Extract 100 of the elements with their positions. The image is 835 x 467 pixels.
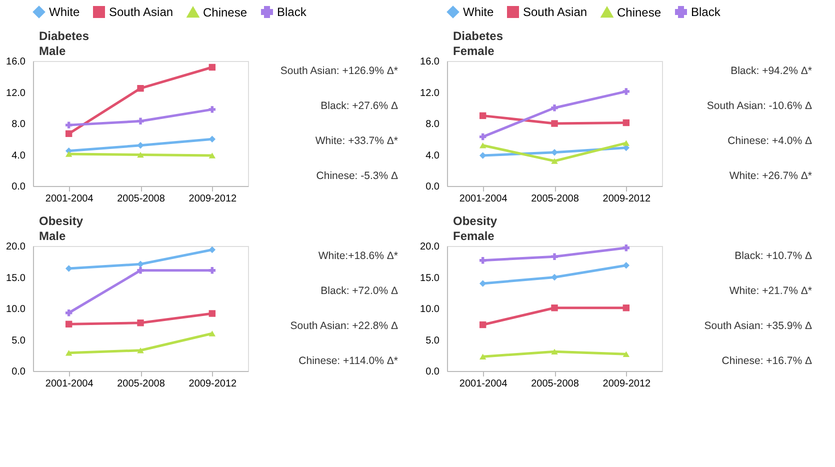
chart-subtitle: Male (39, 229, 66, 243)
chart-title: Diabetes (453, 29, 504, 43)
text: Chinese: +114.0% Δ* (298, 355, 398, 367)
text: Black: +94.2% Δ* (730, 65, 812, 77)
y-tick-label: 8.0 (426, 119, 440, 130)
text: South Asian: -10.6% Δ (706, 100, 812, 112)
x-tick-label: 2005-2008 (531, 194, 580, 204)
point (65, 122, 72, 128)
y-tick-label: 15.0 (6, 272, 26, 284)
point (551, 104, 558, 112)
x-tick-label: 2009-2012 (188, 194, 238, 204)
chart-title: Diabetes (39, 29, 90, 43)
point (65, 350, 72, 356)
y-tick-label: 8.0 (12, 119, 26, 130)
x-tick-label: 2005-2008 (117, 194, 166, 204)
legend-label: White (49, 5, 80, 19)
y-tick-label: 20.0 (6, 242, 26, 252)
legend-label: South Asian (109, 5, 174, 19)
point (65, 151, 72, 157)
point (551, 158, 558, 164)
point (622, 140, 630, 146)
text: White: +33.7% Δ* (315, 135, 398, 147)
point (137, 118, 144, 125)
point (479, 257, 486, 264)
y-tick-label: 10.0 (420, 304, 440, 315)
y-tick-label: 0.0 (426, 182, 440, 192)
chart-title: Obesity (453, 214, 498, 228)
point (137, 260, 144, 268)
point (622, 119, 630, 126)
x-tick-label: 2001-2004 (459, 378, 508, 390)
point (479, 152, 486, 159)
y-tick-label: 15.0 (420, 272, 440, 284)
point (137, 84, 144, 92)
x-tick-label: 2009-2012 (188, 378, 238, 390)
text: White: +21.7% Δ* (729, 285, 812, 297)
point (479, 354, 486, 360)
point (479, 280, 486, 287)
point (137, 320, 144, 326)
text: White:+18.6% Δ* (318, 250, 398, 262)
text: Black: +10.7% Δ (734, 250, 812, 262)
x-tick-label: 2005-2008 (531, 378, 580, 390)
point (622, 351, 630, 358)
x-tick-label: 2009-2012 (602, 194, 652, 204)
point (65, 310, 72, 316)
point (137, 347, 144, 354)
text: Black: +27.6% Δ (320, 100, 398, 112)
y-tick-label: 16.0 (6, 56, 26, 68)
x-tick-label: 2009-2012 (602, 378, 652, 390)
y-tick-label: 16.0 (420, 56, 440, 68)
y-tick-label: 0.0 (12, 182, 26, 192)
point (137, 267, 144, 274)
text: Black: +72.0% Δ (320, 285, 398, 297)
point (622, 262, 630, 269)
point (208, 267, 216, 274)
legend-label: Chinese (617, 5, 662, 20)
point (479, 321, 486, 328)
y-tick-label: 5.0 (12, 335, 26, 346)
point (479, 133, 486, 140)
chart-subtitle: Female (453, 44, 495, 58)
text: Chinese: +4.0% Δ (728, 135, 812, 147)
x-tick-label: 2001-2004 (45, 194, 94, 204)
y-tick-label: 4.0 (426, 150, 440, 162)
chart-subtitle: Male (39, 44, 66, 58)
y-tick-label: 12.0 (6, 88, 26, 99)
point (65, 265, 72, 272)
point (551, 348, 558, 355)
point (208, 136, 216, 142)
text: Chinese: +16.7% Δ (722, 355, 812, 367)
legend-label: South Asian (523, 5, 588, 19)
y-tick-label: 0.0 (426, 366, 440, 378)
point (551, 120, 558, 127)
text: Chinese: -5.3% Δ (316, 170, 398, 182)
y-tick-label: 4.0 (12, 150, 26, 162)
y-tick-label: 10.0 (6, 304, 26, 315)
legend-label: White (463, 5, 494, 19)
point (551, 304, 558, 312)
x-tick-label: 2005-2008 (117, 378, 166, 390)
point (208, 152, 216, 158)
point (622, 244, 630, 252)
point (208, 330, 216, 336)
y-tick-label: 0.0 (12, 366, 26, 378)
point (551, 274, 558, 281)
y-tick-label: 20.0 (420, 242, 440, 252)
point (137, 152, 144, 158)
point (551, 149, 558, 156)
text: White: +26.7% Δ* (729, 170, 812, 182)
x-tick-label: 2001-2004 (45, 378, 94, 390)
point (479, 112, 486, 120)
chart-subtitle: Female (453, 229, 495, 243)
point (622, 88, 630, 95)
legend-label: Black (691, 5, 722, 19)
y-tick-label: 5.0 (426, 335, 440, 346)
point (208, 310, 216, 317)
text: South Asian: +22.8% Δ (290, 320, 398, 332)
point (622, 304, 630, 312)
text: South Asian: +126.9% Δ* (280, 65, 398, 77)
point (551, 253, 558, 260)
point (65, 130, 72, 138)
point (137, 142, 144, 149)
y-tick-label: 12.0 (420, 88, 440, 99)
